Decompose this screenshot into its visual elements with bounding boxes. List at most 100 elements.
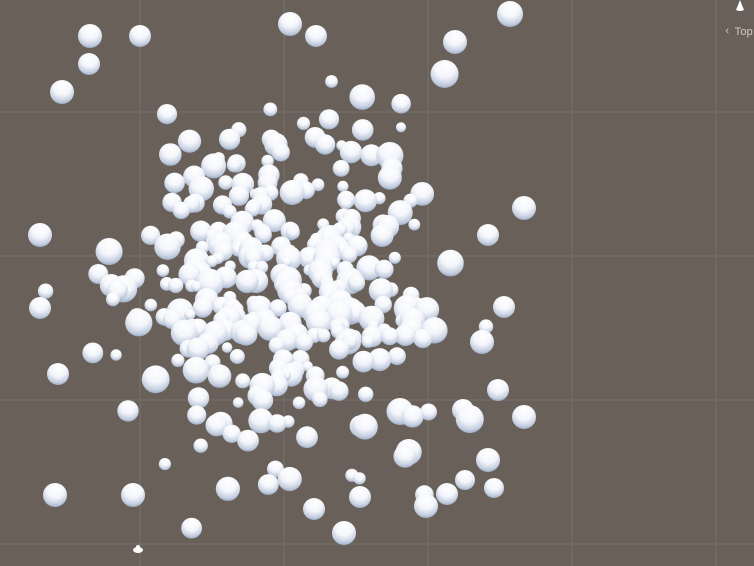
sphere [177, 129, 202, 153]
sphere [192, 297, 213, 318]
sphere [164, 172, 185, 194]
sphere [436, 483, 458, 505]
sphere [235, 373, 251, 389]
sphere [141, 365, 170, 394]
sphere [186, 337, 210, 361]
sphere [314, 134, 336, 155]
sphere [78, 24, 102, 48]
orientation-gizmo[interactable]: ‹ Top [714, 0, 754, 42]
sphere [187, 405, 207, 425]
sphere [311, 178, 325, 192]
sphere [269, 299, 287, 317]
arrow-left-icon: ‹ [725, 25, 729, 37]
sphere [368, 348, 392, 372]
sphere [329, 339, 350, 360]
sphere [477, 224, 499, 246]
sphere [235, 269, 259, 294]
sphere [388, 347, 406, 366]
sphere [263, 102, 278, 117]
sphere [141, 225, 161, 245]
sphere [251, 389, 274, 412]
sphere [303, 498, 325, 520]
sphere [215, 476, 240, 501]
sphere [37, 283, 54, 299]
sphere [193, 438, 208, 453]
sphere [218, 175, 233, 190]
sphere [349, 486, 371, 508]
view-orientation-label[interactable]: Top [734, 26, 753, 38]
sphere [201, 153, 227, 179]
sphere [248, 408, 274, 434]
sphere [312, 391, 328, 408]
sphere [182, 356, 210, 384]
sphere [325, 75, 338, 88]
small-scene-object[interactable] [133, 545, 143, 553]
sphere [207, 364, 232, 388]
sphere [388, 251, 401, 264]
sphere [125, 309, 153, 337]
sphere [339, 196, 353, 210]
sphere [413, 329, 433, 349]
sphere [347, 273, 366, 292]
sphere [268, 337, 286, 354]
sphere [352, 350, 375, 373]
sphere [219, 128, 241, 150]
sphere [512, 196, 536, 220]
sphere [29, 297, 51, 319]
sphere [353, 472, 366, 485]
sphere [401, 405, 424, 428]
sphere [232, 397, 244, 408]
sphere-cloud [28, 1, 536, 545]
sphere [352, 413, 378, 440]
sphere [393, 444, 417, 468]
sphere [353, 189, 377, 213]
sphere [305, 25, 327, 47]
sphere [191, 281, 202, 292]
sphere [50, 80, 74, 104]
sphere [370, 224, 394, 247]
sphere [222, 424, 241, 443]
sphere [337, 180, 349, 192]
sphere [228, 185, 249, 206]
sphere [221, 342, 233, 353]
sphere [129, 25, 151, 47]
sphere [356, 255, 382, 281]
sphere [455, 470, 475, 490]
sphere [205, 414, 228, 437]
sphere [267, 414, 287, 433]
sphere [156, 264, 170, 277]
sphere [455, 405, 484, 434]
sphere [28, 223, 52, 247]
sphere [476, 448, 500, 472]
sphere [420, 403, 437, 421]
sphere [351, 119, 374, 141]
sphere [262, 209, 286, 233]
sphere [229, 349, 245, 364]
sphere [374, 259, 394, 279]
sphere [487, 379, 509, 401]
sphere [336, 365, 350, 379]
sphere [339, 140, 363, 164]
sphere [296, 116, 311, 130]
sphere [121, 483, 145, 507]
sphere [82, 342, 104, 364]
sphere [395, 122, 407, 133]
sphere [318, 109, 340, 130]
sphere [159, 143, 182, 166]
sphere [278, 12, 302, 36]
sphere [332, 521, 356, 545]
sphere [443, 30, 467, 54]
sphere [261, 154, 274, 168]
sphere [391, 93, 411, 114]
sphere [170, 319, 198, 347]
axis-cone-icon[interactable] [735, 0, 745, 12]
sphere [158, 458, 171, 471]
sphere [154, 233, 181, 260]
sphere [414, 494, 438, 518]
sphere [234, 323, 258, 346]
sphere [271, 143, 290, 162]
sphere [181, 517, 203, 539]
